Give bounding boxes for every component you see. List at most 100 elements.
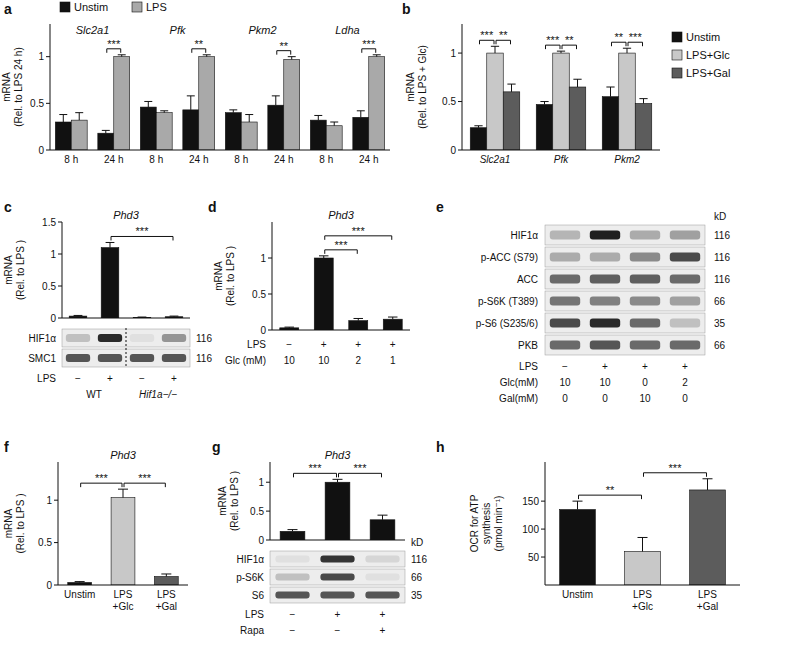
text-line: mRNA [213, 261, 224, 291]
y-tick [54, 585, 58, 586]
blot-band [670, 231, 700, 240]
blot-band [550, 275, 580, 284]
bar [635, 103, 652, 150]
error-bar [474, 126, 482, 128]
significance-label: *** [352, 225, 366, 237]
error-bar [573, 501, 583, 509]
condition-value: + [335, 609, 341, 620]
significance-label: *** [354, 462, 368, 474]
x-tick-label: 24 h [359, 154, 378, 165]
y-axis-label: mRNA(Rel. to LPS + Glc) [405, 45, 428, 129]
significance-label: *** [136, 225, 150, 237]
condition-value: + [355, 339, 361, 350]
bar [199, 57, 215, 150]
significance-label: *** [480, 29, 494, 41]
blot-band [670, 319, 700, 328]
y-axis [270, 462, 271, 540]
blot-row-label: HIF1α [29, 333, 57, 344]
significance-label: *** [95, 472, 109, 484]
bar [314, 258, 333, 330]
bar [268, 105, 284, 150]
background [0, 0, 788, 652]
bar [114, 57, 130, 150]
bar [241, 122, 257, 150]
blot-row-label: p-S6K (T389) [478, 296, 538, 307]
bar [71, 120, 87, 150]
blot-band [98, 354, 122, 362]
x-tick-label: LPS+Glc [113, 589, 134, 612]
blot-band [320, 573, 354, 580]
condition-value: 10 [284, 355, 296, 366]
significance-label: ** [614, 31, 623, 43]
text-line: OCR for ATP [469, 494, 480, 552]
blot-band [630, 253, 660, 262]
y-tick [458, 53, 462, 54]
blot-row-label: PKB [518, 340, 538, 351]
x-axis [272, 330, 410, 331]
blot-band [365, 555, 399, 562]
blot-band [162, 354, 186, 362]
condition-value: − [335, 625, 341, 636]
error-bar [491, 46, 499, 53]
legend-label: LPS+Glc [686, 49, 730, 61]
figure: amRNA(Rel. to LPS 24 h)00.518 h24 h8 h24… [0, 0, 788, 652]
y-tick-label: 0.5 [38, 537, 52, 548]
blot-band [66, 334, 90, 342]
gene-label: Phd3 [110, 449, 137, 461]
text-line: (pmol min⁻¹) [493, 496, 504, 552]
y-tick-label: 0 [450, 145, 456, 156]
y-axis-label: mRNA(Rel. to LPS ) [3, 240, 26, 300]
condition-label: Glc (mM) [225, 355, 266, 366]
y-tick-label: 100 [522, 524, 539, 535]
blot-row-label: p-S6K [236, 572, 264, 583]
y-tick-label: 0 [46, 580, 52, 591]
x-tick-label: 8 h [319, 154, 333, 165]
condition-label: Glc(mM) [500, 377, 538, 388]
y-tick [458, 150, 462, 151]
y-tick-label: 0.5 [442, 96, 456, 107]
panel-letter: b [402, 1, 411, 17]
x-tick-label: Unstim [64, 589, 95, 600]
blot-band [630, 341, 660, 350]
blot-band [98, 334, 122, 342]
x-axis [545, 585, 740, 586]
error-bar [333, 479, 343, 482]
y-tick-label: 1 [260, 253, 266, 264]
bar [470, 128, 487, 150]
y-axis-label: mRNA(Rel. to LPS ) [213, 246, 236, 306]
text-line: (Rel. to LPS ) [225, 246, 236, 306]
bar [325, 482, 350, 540]
x-axis [58, 585, 188, 586]
legend-label: LPS+Gal [686, 67, 730, 79]
y-tick-label: 0 [50, 313, 56, 324]
gene-label: Phd3 [113, 209, 140, 221]
blot-band [365, 573, 399, 580]
plot-marks [560, 479, 726, 585]
gene-label: Pfk [170, 24, 186, 36]
plot-marks [68, 489, 179, 585]
error-bar [507, 84, 515, 92]
y-tick [54, 500, 58, 501]
blot-band [670, 253, 700, 262]
error-bar [285, 327, 294, 329]
error-bar [75, 113, 83, 120]
x-axis [50, 150, 390, 151]
bar [310, 120, 326, 150]
panel-letter: c [4, 199, 12, 215]
condition-label: LPS [245, 609, 264, 620]
error-bar [319, 256, 328, 258]
bar [625, 551, 661, 585]
y-tick-label: 0.5 [252, 289, 266, 300]
significance-label: *** [107, 38, 121, 50]
blot-band [162, 334, 186, 342]
condition-value: + [682, 361, 688, 372]
legend-label: Unstim [686, 31, 720, 43]
kd-label: 35 [411, 590, 423, 601]
bar [370, 520, 395, 540]
condition-label: LPS [247, 339, 266, 350]
bar [690, 490, 726, 585]
error-bar [378, 515, 388, 520]
kd-label: 35 [714, 318, 726, 329]
significance-label: ** [606, 484, 615, 496]
bar [619, 53, 636, 150]
